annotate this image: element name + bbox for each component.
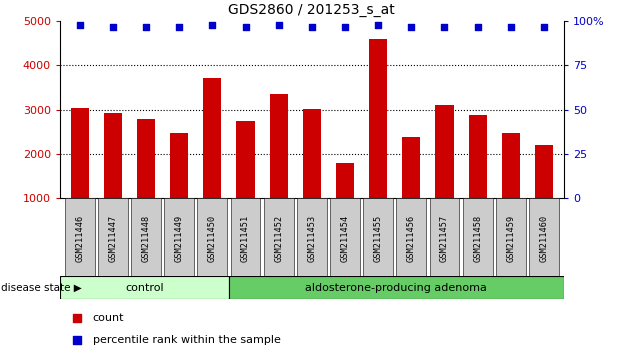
- Point: [241, 24, 251, 29]
- Bar: [203, 78, 222, 198]
- Text: GSM211453: GSM211453: [307, 215, 316, 262]
- Bar: [297, 198, 327, 278]
- Bar: [137, 120, 155, 198]
- Bar: [264, 198, 294, 278]
- Bar: [435, 105, 454, 198]
- Bar: [396, 198, 427, 278]
- Bar: [71, 108, 89, 198]
- Bar: [231, 198, 260, 278]
- Bar: [197, 198, 227, 278]
- Bar: [131, 198, 161, 278]
- Point: [174, 24, 184, 29]
- Text: GSM211446: GSM211446: [75, 215, 84, 262]
- Bar: [303, 109, 321, 198]
- Point: [373, 22, 383, 28]
- Text: GSM211449: GSM211449: [175, 215, 184, 262]
- Text: GSM211454: GSM211454: [340, 215, 350, 262]
- Bar: [236, 121, 255, 198]
- Bar: [164, 198, 194, 278]
- Bar: [430, 198, 459, 278]
- Point: [472, 24, 483, 29]
- Text: aldosterone-producing adenoma: aldosterone-producing adenoma: [306, 282, 488, 293]
- Point: [467, 2, 478, 8]
- Text: GSM211448: GSM211448: [142, 215, 151, 262]
- Text: count: count: [93, 313, 124, 323]
- Point: [273, 22, 284, 28]
- Point: [207, 22, 217, 28]
- Text: percentile rank within the sample: percentile rank within the sample: [93, 335, 280, 345]
- Bar: [402, 137, 420, 198]
- Text: GSM211451: GSM211451: [241, 215, 250, 262]
- Point: [539, 24, 549, 29]
- Point: [406, 24, 416, 29]
- Bar: [170, 133, 188, 198]
- Point: [108, 24, 118, 29]
- Bar: [529, 198, 559, 278]
- Bar: [60, 276, 229, 299]
- Bar: [535, 145, 553, 198]
- Point: [75, 22, 85, 28]
- Bar: [469, 115, 487, 198]
- Point: [340, 24, 350, 29]
- Point: [467, 200, 478, 206]
- Bar: [65, 198, 94, 278]
- Point: [141, 24, 151, 29]
- Bar: [104, 113, 122, 198]
- Text: GSM211456: GSM211456: [407, 215, 416, 262]
- Text: GSM211457: GSM211457: [440, 215, 449, 262]
- Text: GSM211455: GSM211455: [374, 215, 382, 262]
- Bar: [462, 198, 493, 278]
- Text: control: control: [125, 282, 164, 293]
- Title: GDS2860 / 201253_s_at: GDS2860 / 201253_s_at: [229, 4, 395, 17]
- Bar: [229, 276, 564, 299]
- Bar: [336, 163, 354, 198]
- Point: [307, 24, 317, 29]
- Bar: [330, 198, 360, 278]
- Text: GSM211459: GSM211459: [507, 215, 515, 262]
- Text: GSM211450: GSM211450: [208, 215, 217, 262]
- Bar: [496, 198, 525, 278]
- Bar: [369, 39, 387, 198]
- Bar: [98, 198, 128, 278]
- Bar: [270, 94, 288, 198]
- Bar: [364, 198, 393, 278]
- Bar: [501, 133, 520, 198]
- Text: GSM211460: GSM211460: [539, 215, 549, 262]
- Text: GSM211447: GSM211447: [108, 215, 117, 262]
- Text: GSM211452: GSM211452: [274, 215, 284, 262]
- Point: [440, 24, 450, 29]
- Point: [506, 24, 516, 29]
- Text: disease state ▶: disease state ▶: [1, 282, 82, 292]
- Text: GSM211458: GSM211458: [473, 215, 482, 262]
